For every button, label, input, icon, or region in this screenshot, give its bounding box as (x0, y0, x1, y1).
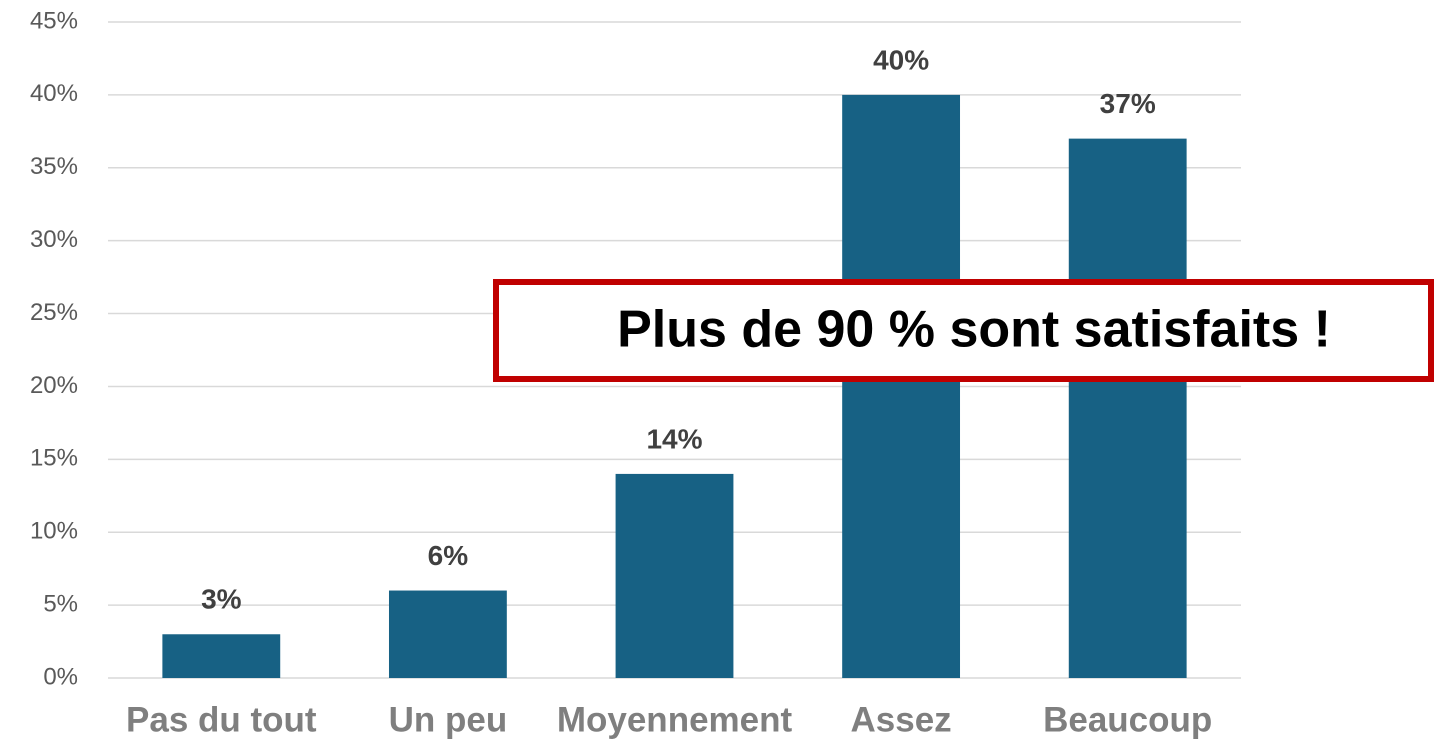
data-label: 37% (1100, 88, 1156, 119)
y-tick-label: 10% (30, 518, 78, 545)
annotation-box (493, 279, 1434, 382)
x-tick-label: Moyennement (557, 700, 793, 739)
y-tick-label: 30% (30, 226, 78, 253)
bar (162, 634, 281, 678)
y-tick-label: 40% (30, 80, 78, 107)
y-tick-label: 5% (43, 590, 78, 617)
y-tick-label: 20% (30, 372, 78, 399)
bars (162, 94, 1187, 679)
x-tick-label: Assez (851, 700, 952, 739)
data-label: 14% (646, 423, 702, 454)
y-tick-label: 25% (30, 299, 78, 326)
data-label: 3% (201, 584, 242, 615)
y-tick-label: 0% (43, 663, 78, 690)
y-tick-label: 45% (30, 7, 78, 34)
data-label: 40% (873, 44, 929, 75)
y-tick-label: 35% (30, 153, 78, 180)
bar (1068, 138, 1187, 679)
y-tick-label: 15% (30, 445, 78, 472)
bar (615, 473, 734, 678)
annotation: Plus de 90 % sont satisfaits ! (617, 301, 1331, 359)
data-label: 6% (428, 540, 469, 571)
x-tick-label: Un peu (389, 700, 508, 739)
x-tick-label: Beaucoup (1043, 700, 1212, 739)
labels: 0% 5% 10% 15% 20% 25% 30% 35% 40% 45% Pas du tout 3… (30, 7, 1212, 739)
bar (388, 590, 507, 678)
bar (842, 94, 961, 678)
x-tick-label: Pas du tout (126, 700, 317, 739)
